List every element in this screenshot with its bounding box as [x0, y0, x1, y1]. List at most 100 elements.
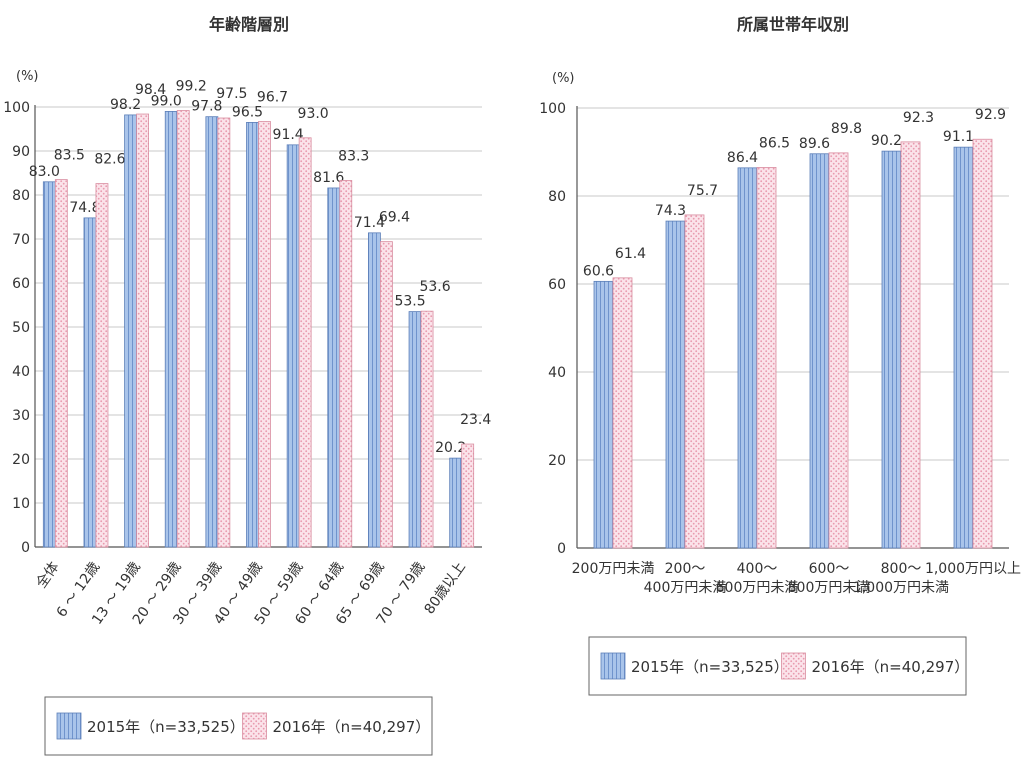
- y-tick-label: 100: [3, 100, 30, 116]
- data-label-2015: 53.5: [394, 294, 425, 310]
- bar-2016: [95, 183, 109, 548]
- bar-2015: [953, 146, 974, 549]
- y-tick-label: 60: [548, 277, 566, 293]
- y-tick-label: 0: [557, 541, 566, 557]
- bar-2016: [684, 214, 705, 549]
- chart-title: 所属世帯年収別: [737, 15, 849, 34]
- x-category-label: 200～ 400万円未満: [644, 561, 727, 596]
- bar-2015: [449, 457, 463, 548]
- data-label-2015: 96.5: [232, 104, 263, 120]
- data-label-2016: 83.5: [54, 148, 85, 164]
- y-tick-label: 40: [548, 365, 566, 381]
- legend-label-2016: 2016年（n=40,297）: [812, 658, 970, 676]
- bar-2016: [756, 166, 777, 549]
- legend: 2015年（n=33,525） 2016年（n=40,297）: [588, 636, 970, 696]
- data-label-2015: 97.8: [191, 99, 222, 115]
- x-category-label: 600～ 800万円未満: [788, 561, 871, 596]
- legend-label-2015: 2015年（n=33,525）: [631, 658, 789, 676]
- chart-title: 年齢階層別: [209, 15, 289, 34]
- data-label-2015: 91.4: [273, 127, 304, 143]
- bar-2015: [164, 111, 178, 548]
- bar-2015: [665, 220, 686, 549]
- data-label-2016: 53.6: [419, 279, 450, 295]
- data-label-2015: 98.2: [110, 97, 141, 113]
- bar-2015: [408, 311, 422, 548]
- y-axis-unit-label: (%): [16, 69, 39, 84]
- chart-panel-2: 所属世帯年収別 (%) 0 20 40 60 80 100 60.661.4 200万円未満 74.…: [539, 15, 1021, 696]
- y-tick-label: 60: [12, 276, 30, 292]
- bar-2016: [612, 277, 633, 549]
- bar-2015: [593, 280, 614, 549]
- data-label-2016: 89.8: [831, 121, 862, 137]
- y-tick-label: 80: [548, 189, 566, 205]
- bar-2016: [900, 141, 921, 549]
- x-category-label: 80歳以上: [422, 559, 469, 617]
- data-label-2016: 23.4: [460, 412, 491, 428]
- data-label-2015: 60.6: [583, 263, 614, 279]
- x-category-label: 1,000万円以上: [925, 561, 1021, 577]
- y-axis-unit-label: (%): [552, 71, 575, 86]
- legend-label-2016: 2016年（n=40,297）: [273, 718, 431, 736]
- y-tick-label: 50: [12, 320, 30, 336]
- bar-2016: [972, 138, 993, 549]
- bar-2016: [176, 110, 190, 548]
- data-label-2015: 83.0: [29, 164, 60, 180]
- data-label-2015: 91.1: [943, 129, 974, 145]
- y-tick-label: 100: [539, 101, 566, 117]
- data-label-2015: 74.3: [655, 203, 686, 219]
- legend-swatch-2016: [781, 652, 806, 680]
- y-tick-label: 90: [12, 144, 30, 160]
- bar-2016: [136, 113, 149, 548]
- data-label-2016: 98.4: [135, 82, 166, 98]
- data-label-2015: 86.4: [727, 150, 758, 166]
- x-category-label: 400～ 600万円未満: [716, 561, 799, 596]
- data-label-2016: 82.6: [94, 152, 125, 168]
- bar-2015: [881, 150, 902, 549]
- bar-2016: [339, 180, 353, 548]
- bar-2016: [461, 443, 475, 548]
- data-label-2016: 92.9: [975, 107, 1006, 123]
- y-tick-label: 40: [12, 364, 30, 380]
- bar-2015: [737, 167, 758, 549]
- bar-2015: [246, 122, 259, 548]
- data-label-2016: 83.3: [338, 148, 369, 164]
- bar-2015: [286, 144, 300, 548]
- y-tick-label: 20: [548, 453, 566, 469]
- bar-2015: [205, 116, 219, 548]
- bar-2016: [420, 310, 434, 548]
- bar-2016: [54, 179, 68, 548]
- x-category-label: 全体: [33, 559, 63, 592]
- bar-2015: [124, 114, 137, 548]
- y-tick-label: 70: [12, 232, 30, 248]
- bar-2016: [217, 117, 231, 548]
- data-label-2016: 97.5: [216, 86, 247, 102]
- data-label-2015: 99.0: [151, 93, 182, 109]
- data-label-2016: 96.7: [257, 90, 288, 106]
- data-label-2016: 93.0: [298, 106, 329, 122]
- bar-2015: [809, 153, 830, 549]
- bar-2015: [83, 217, 97, 548]
- chart-panel-1: 年齢階層別 (%) 0 10 20 30 40 50 60 70 80 90 100 83.083.5 全体…: [3, 15, 491, 756]
- data-label-2016: 92.3: [903, 110, 934, 126]
- data-label-2016: 99.2: [176, 79, 207, 95]
- data-label-2015: 71.4: [354, 215, 385, 231]
- bar-2016: [258, 121, 271, 548]
- bar-2016: [380, 241, 393, 548]
- bar-2015: [327, 187, 341, 548]
- legend-box: [44, 696, 433, 756]
- data-label-2015: 90.2: [871, 133, 902, 149]
- y-tick-label: 0: [21, 540, 30, 556]
- data-label-2016: 69.4: [379, 210, 410, 226]
- x-category-label: 200万円未満: [572, 561, 655, 577]
- y-tick-label: 10: [12, 496, 30, 512]
- data-label-2015: 81.6: [313, 170, 344, 186]
- data-label-2016: 75.7: [687, 183, 718, 199]
- legend-swatch-2016: [242, 712, 267, 740]
- data-label-2015: 89.6: [799, 136, 830, 152]
- data-label-2016: 86.5: [759, 135, 790, 151]
- bar-2015: [42, 181, 56, 548]
- data-label-2015: 20.2: [435, 440, 466, 456]
- bar-2015: [368, 232, 381, 548]
- legend: 2015年（n=33,525） 2016年（n=40,297）: [44, 696, 433, 756]
